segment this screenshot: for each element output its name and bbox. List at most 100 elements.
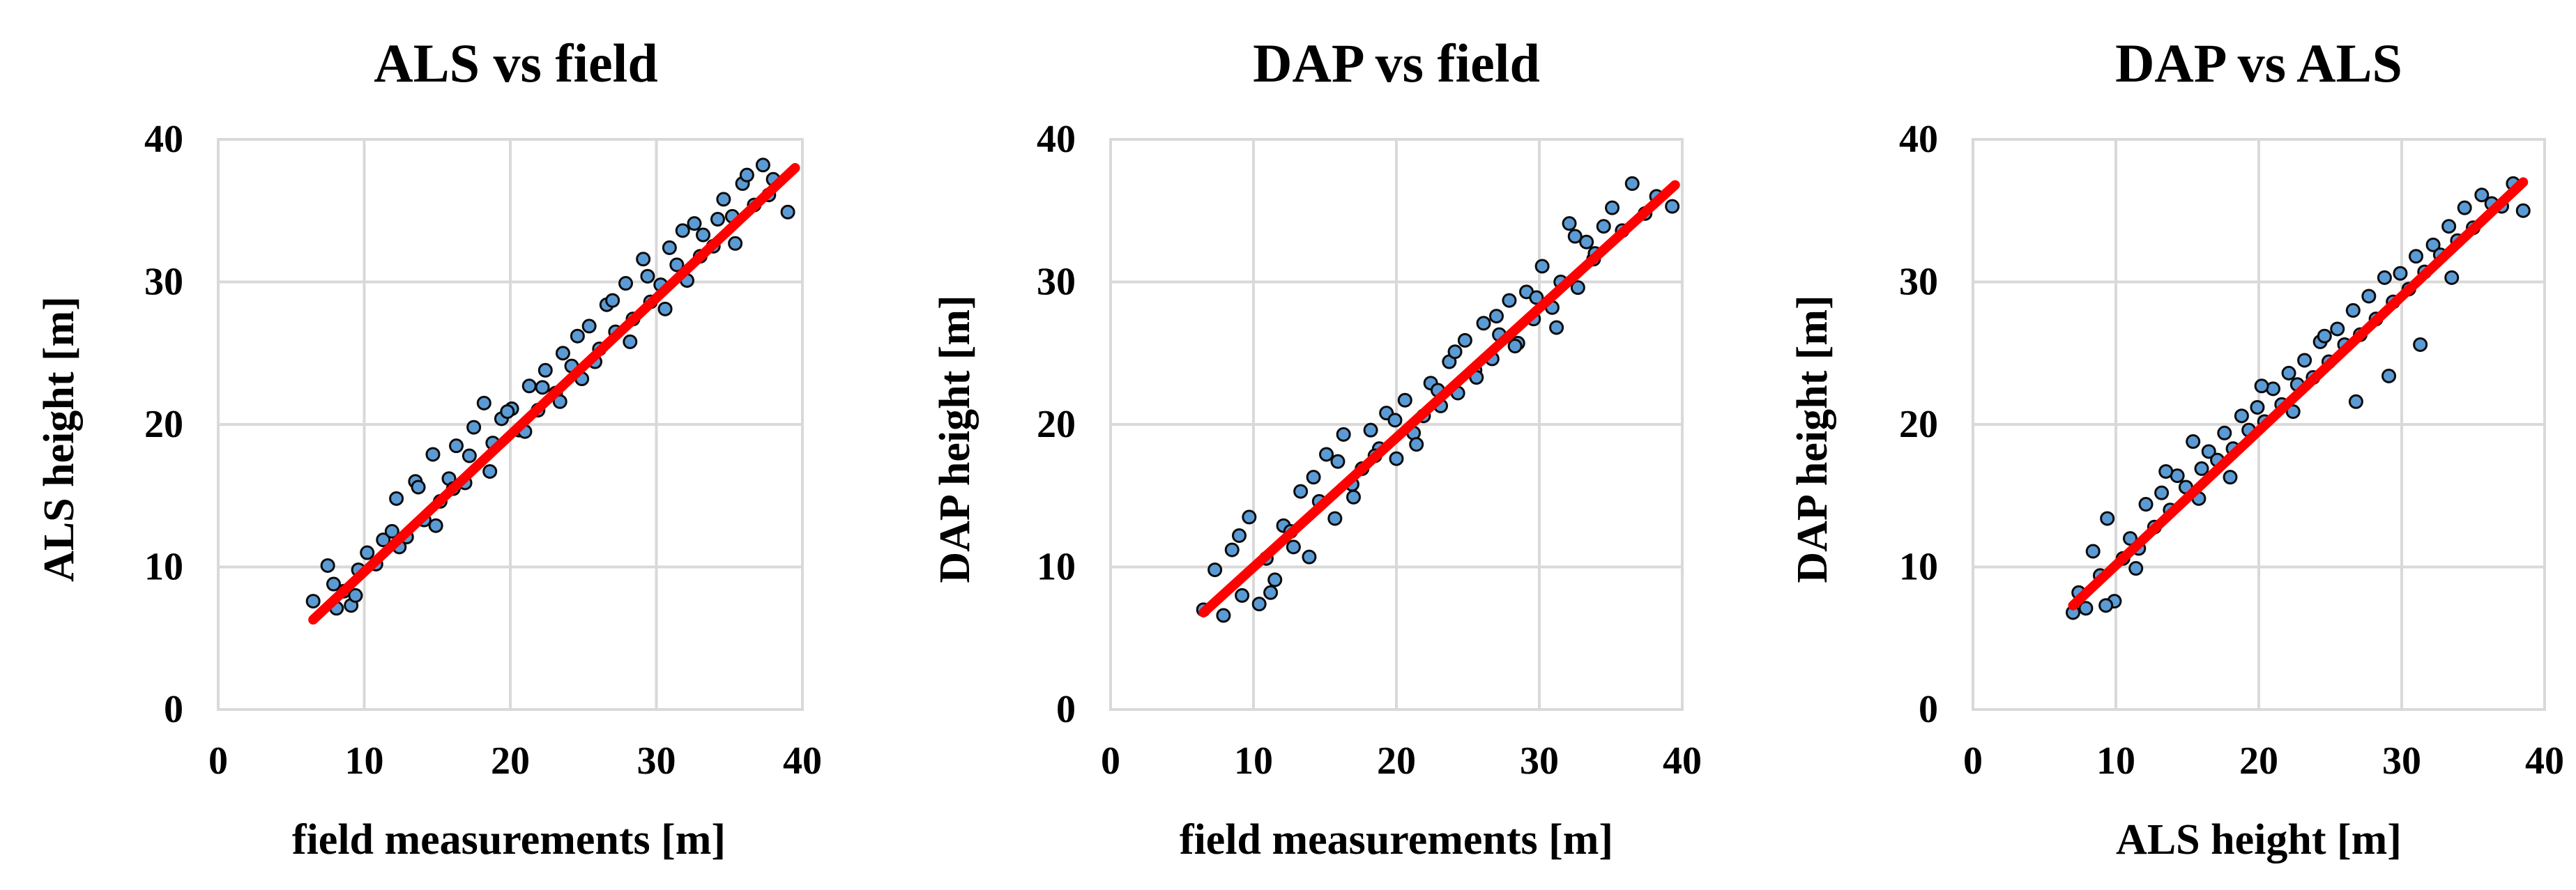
data-point — [376, 532, 391, 548]
data-point — [728, 236, 743, 251]
data-point — [1397, 392, 1412, 408]
data-point — [780, 204, 795, 220]
data-point — [1306, 470, 1321, 485]
chart-dap-vs-als: DAP vs ALS ALS height [m] DAP height [m]… — [1789, 33, 2564, 864]
data-point — [1665, 199, 1680, 214]
data-point — [2330, 321, 2345, 337]
trend-line — [308, 162, 800, 625]
y-tick-label: 10 — [144, 546, 183, 589]
data-point — [1267, 572, 1283, 588]
data-point — [2381, 368, 2397, 383]
data-point — [1409, 437, 1424, 452]
x-axis-label: ALS height [m] — [2116, 816, 2402, 864]
data-point — [521, 378, 537, 394]
y-axis-label: DAP height [m] — [1789, 295, 1836, 583]
data-point — [1570, 280, 1585, 296]
x-tick-label: 40 — [2525, 739, 2564, 783]
data-point — [2285, 404, 2301, 420]
x-tick-label: 10 — [2096, 739, 2135, 783]
data-point — [1562, 216, 1577, 231]
chart-dap-vs-field: DAP vs field field measurements [m] DAP … — [931, 33, 1702, 864]
data-point — [1319, 447, 1334, 462]
y-tick-label: 40 — [1899, 118, 1938, 161]
chart-title: ALS vs field — [374, 33, 657, 93]
data-point — [1293, 484, 1309, 499]
data-point — [2297, 353, 2312, 368]
data-point — [1327, 511, 1343, 526]
data-point — [1507, 339, 1523, 354]
chart-title: DAP vs field — [1253, 33, 1540, 93]
y-axis-label: ALS height [m] — [36, 296, 83, 582]
x-tick-label: 0 — [1101, 739, 1120, 783]
data-point — [2186, 434, 2201, 450]
data-point — [2457, 200, 2472, 215]
chart-title: DAP vs ALS — [2115, 33, 2402, 93]
data-point — [755, 158, 770, 173]
data-point — [669, 257, 685, 273]
x-tick-label: 30 — [2382, 739, 2421, 783]
y-tick-label: 30 — [1899, 261, 1938, 304]
data-point — [2085, 544, 2101, 559]
data-point — [466, 420, 482, 435]
trend-line — [2068, 177, 2529, 611]
y-tick-label: 30 — [1037, 261, 1076, 304]
x-tick-label: 20 — [2239, 739, 2278, 783]
data-point — [2158, 463, 2174, 479]
data-point — [2474, 187, 2490, 203]
data-point — [360, 545, 375, 560]
data-point — [739, 167, 754, 183]
data-point — [448, 438, 464, 454]
data-point — [1336, 427, 1351, 442]
data-point — [326, 576, 342, 592]
y-tick-label: 30 — [144, 261, 183, 304]
data-point — [623, 334, 638, 349]
y-axis-label: DAP height [m] — [931, 295, 979, 583]
x-tick-label: 10 — [345, 739, 384, 783]
data-point — [1502, 293, 1517, 308]
data-point — [2223, 470, 2238, 485]
data-point — [2234, 408, 2249, 424]
data-point — [2393, 266, 2408, 281]
data-point — [1330, 454, 1346, 469]
data-point — [2078, 601, 2094, 616]
data-point — [1579, 234, 1594, 250]
x-tick-label: 30 — [637, 739, 676, 783]
data-point — [1363, 422, 1378, 438]
y-tick-label: 0 — [164, 688, 183, 731]
data-point — [2128, 561, 2144, 576]
plot-border — [1109, 138, 1684, 711]
y-tick-label: 20 — [1037, 403, 1076, 446]
data-point — [675, 223, 690, 238]
data-point — [428, 518, 443, 533]
data-point — [1476, 316, 1491, 331]
data-point — [1596, 219, 1611, 234]
x-tick-label: 0 — [208, 739, 228, 783]
data-point — [389, 491, 404, 506]
x-tick-label: 20 — [491, 739, 530, 783]
data-point — [482, 463, 498, 479]
data-point — [1567, 229, 1583, 244]
data-point — [2413, 337, 2428, 352]
y-tick-label: 20 — [144, 403, 183, 446]
data-point — [2377, 270, 2392, 285]
data-point — [1286, 539, 1301, 555]
plot-border — [217, 138, 804, 711]
data-point — [636, 252, 651, 267]
data-point — [476, 395, 491, 411]
data-point — [618, 276, 634, 291]
x-tick-label: 20 — [1377, 739, 1416, 783]
data-point — [1529, 290, 1544, 305]
data-point — [1346, 489, 1361, 505]
data-point — [1251, 597, 1267, 612]
data-point — [1302, 549, 1317, 565]
data-point — [2194, 461, 2209, 476]
data-point — [1216, 608, 1231, 623]
data-point — [320, 558, 335, 573]
data-point — [2409, 249, 2423, 264]
data-point — [716, 192, 731, 207]
data-point — [462, 448, 477, 463]
y-tick-label: 0 — [1919, 688, 1938, 731]
data-point — [1447, 344, 1463, 360]
data-point — [605, 293, 620, 308]
